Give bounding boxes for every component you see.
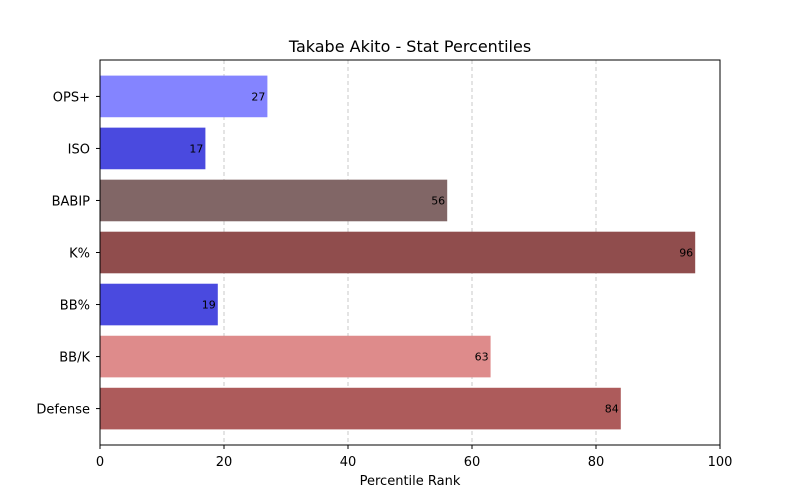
x-tick-label: 20 [216, 455, 233, 470]
chart-title: Takabe Akito - Stat Percentiles [288, 37, 531, 56]
y-tick-labels: OPS+ ISO BABIP K% BB% BB/K Defense [36, 90, 100, 418]
bar [100, 127, 206, 170]
data-label: 19 [202, 299, 216, 312]
data-label: 17 [189, 142, 203, 155]
x-tick-label: 0 [96, 455, 104, 470]
y-tick-label: OPS+ [53, 90, 90, 105]
y-tick-label: K% [69, 247, 90, 262]
x-ticks: 0 20 40 60 80 100 [96, 445, 733, 470]
bar [100, 231, 696, 274]
bar [100, 179, 448, 222]
x-tick-label: 100 [708, 455, 733, 470]
data-label: 63 [475, 351, 489, 364]
y-tick-label: BABIP [52, 194, 91, 209]
x-tick-label: 80 [588, 455, 605, 470]
bar [100, 283, 218, 326]
x-tick-label: 60 [464, 455, 481, 470]
bar [100, 335, 491, 378]
y-tick-label: Defense [36, 403, 90, 418]
x-tick-label: 40 [340, 455, 357, 470]
plot-frame [99, 59, 721, 446]
data-label: 96 [679, 247, 693, 260]
data-label: 84 [605, 403, 619, 416]
bar [100, 387, 621, 430]
data-label: 56 [431, 194, 445, 207]
x-axis-label: Percentile Rank [360, 474, 461, 489]
y-tick-label: BB/K [59, 351, 90, 366]
bars: 27 17 56 96 19 63 84 [100, 75, 696, 430]
data-label: 27 [251, 90, 265, 103]
y-tick-label: ISO [68, 142, 90, 157]
y-tick-label: BB% [60, 299, 90, 314]
bar [100, 75, 268, 118]
